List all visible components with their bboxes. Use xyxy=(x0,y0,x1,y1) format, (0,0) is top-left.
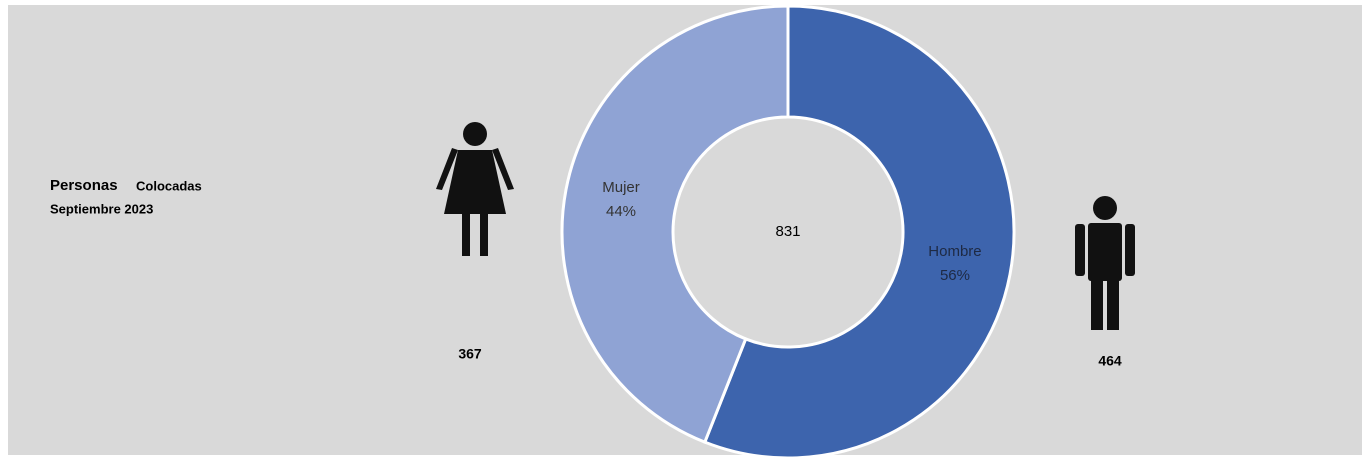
title: Personas xyxy=(50,177,118,194)
donut-segment xyxy=(702,4,1016,460)
total-label: 831 xyxy=(775,223,800,240)
donut-segment xyxy=(560,4,790,445)
segment-category: Hombre xyxy=(928,243,981,260)
segment-value-label: 56% xyxy=(940,267,970,284)
count-label: 367 xyxy=(458,346,482,362)
count-label: 464 xyxy=(1098,353,1122,369)
segment-category: Mujer xyxy=(602,179,640,196)
female-icon xyxy=(436,122,514,256)
male-icon xyxy=(1075,196,1135,330)
period: Septiembre 2023 xyxy=(50,201,153,216)
subtitle: Colocadas xyxy=(136,178,202,193)
segment-value-label: 44% xyxy=(606,203,636,220)
